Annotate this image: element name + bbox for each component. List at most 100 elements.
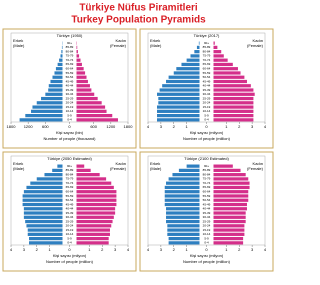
bar (214, 54, 224, 57)
bar (49, 84, 63, 87)
bar (48, 88, 62, 91)
chart-title: Türkiye (2100 Estimated) (184, 156, 229, 161)
bar (194, 50, 199, 53)
legend-sublabel: (Male) (150, 166, 162, 171)
chart-title: Türkiye (1950) (57, 33, 83, 38)
age-label: 80-84 (203, 49, 211, 53)
bar (77, 224, 112, 227)
age-label: 20-24 (66, 101, 74, 105)
bar (214, 211, 246, 214)
age-label: 10-14 (66, 109, 74, 113)
x-axis-label-en: Number of people (million) (183, 136, 231, 141)
bar (32, 105, 62, 108)
age-label: 40-44 (66, 207, 74, 211)
bar (25, 114, 62, 117)
x-tick-label: 4 (264, 247, 267, 252)
age-label: 70-74 (66, 58, 74, 62)
legend-sublabel: (Female) (247, 166, 264, 171)
bar (20, 118, 63, 121)
bar (157, 105, 199, 108)
bar (25, 220, 62, 223)
bar (29, 241, 62, 244)
bar (187, 165, 200, 168)
x-tick-label: 1800 (124, 124, 134, 129)
age-label: 20-24 (203, 101, 211, 105)
age-label: 40-44 (66, 84, 74, 88)
age-label: 70-74 (203, 58, 211, 62)
x-tick-label: 3 (251, 247, 254, 252)
bar (172, 173, 199, 176)
bar (165, 194, 200, 197)
x-tick-label: 3 (160, 124, 163, 129)
bar (44, 173, 62, 176)
bar (54, 71, 62, 74)
bar (77, 186, 114, 189)
age-label: 65-69 (203, 62, 211, 66)
bar (214, 76, 245, 79)
bar (52, 76, 62, 79)
x-tick-label: 4 (264, 124, 267, 129)
age-label: 20-24 (66, 224, 74, 228)
x-axis-label: Kişi sayısı (milyon) (190, 130, 224, 135)
bar (24, 190, 63, 193)
age-label: 15-19 (203, 105, 211, 109)
x-tick-label: 1 (186, 247, 189, 252)
bar (214, 224, 245, 227)
x-tick-label: 1 (225, 124, 228, 129)
bar (214, 207, 247, 210)
age-label: 55-59 (203, 71, 211, 75)
bar (179, 169, 200, 172)
bar (214, 71, 241, 74)
age-label: 85-89 (66, 45, 74, 49)
bar (158, 101, 199, 104)
bar (77, 67, 84, 70)
bar (214, 228, 245, 231)
age-label: 30-34 (203, 92, 211, 96)
bar (77, 165, 85, 168)
x-tick-label: 0 (68, 124, 71, 129)
age-label: 75-79 (66, 177, 74, 181)
age-label: 80-84 (66, 49, 74, 53)
x-tick-label: 2 (173, 247, 176, 252)
age-label: 80-84 (203, 172, 211, 176)
bar (56, 67, 63, 70)
bar (77, 233, 110, 236)
bar (214, 105, 254, 108)
age-label: 10-14 (66, 232, 74, 236)
bar (166, 80, 199, 83)
bar (77, 190, 117, 193)
age-label: 75-79 (203, 177, 211, 181)
bar (77, 182, 112, 185)
age-label: 5-9 (204, 236, 209, 240)
bar (45, 93, 62, 96)
bar (214, 110, 254, 113)
bar (28, 233, 63, 236)
x-tick-label: 600 (90, 124, 97, 129)
legend-sublabel: (Female) (110, 43, 127, 48)
page-subtitle: Turkey Population Pyramids (71, 15, 206, 26)
bar (28, 228, 63, 231)
bar (77, 211, 116, 214)
bar (77, 194, 117, 197)
bar (214, 93, 255, 96)
age-label: 55-59 (66, 194, 74, 198)
age-label: 25-29 (203, 96, 211, 100)
age-label: 25-29 (203, 219, 211, 223)
age-label: 40-44 (203, 84, 211, 88)
age-label: 70-74 (203, 181, 211, 185)
bar (162, 84, 199, 87)
bar (166, 207, 199, 210)
bar (77, 80, 88, 83)
age-label: 15-19 (66, 105, 74, 109)
age-label: 30-34 (66, 92, 74, 96)
bar (190, 54, 199, 57)
age-label: 45-49 (66, 79, 74, 83)
age-label: 50-54 (66, 75, 74, 79)
age-label: 65-69 (66, 62, 74, 66)
bar (157, 114, 199, 117)
bar (30, 182, 62, 185)
x-tick-label: 3 (23, 247, 26, 252)
bar (23, 199, 63, 202)
age-label: 90+ (204, 164, 209, 168)
bar (214, 194, 249, 197)
